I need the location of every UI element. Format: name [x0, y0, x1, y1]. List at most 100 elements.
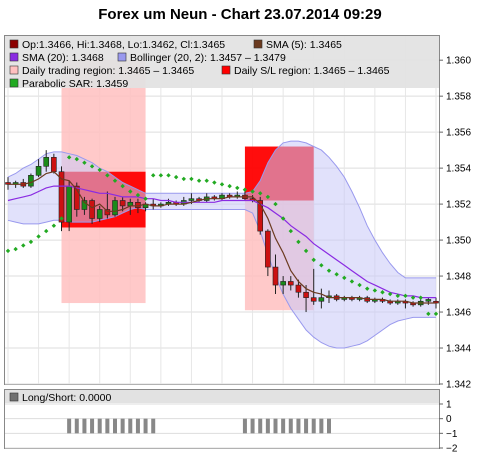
longshort-bar: [250, 418, 255, 434]
sar-point: [357, 282, 362, 288]
sar-point: [13, 246, 18, 252]
legend-label-sma20: SMA (20): 1.3468: [22, 52, 104, 64]
candle-body: [280, 281, 286, 286]
longshort-bar: [242, 418, 247, 434]
sar-point: [296, 239, 301, 245]
bollinger-upper-line: [7, 140, 436, 279]
longshort-legend-box: [5, 390, 439, 403]
sar-point: [219, 182, 225, 187]
candle-body: [265, 230, 271, 268]
candle-body: [303, 291, 309, 298]
candle: [104, 191, 111, 219]
candle: [28, 173, 34, 188]
sar-point: [349, 279, 355, 284]
sar-point: [280, 216, 286, 221]
candles-layer: [5, 150, 439, 313]
sar-point: [151, 173, 156, 178]
sar-point: [365, 286, 370, 291]
sub-y-tick-label: −2: [446, 444, 458, 455]
sar-point: [380, 290, 385, 295]
candle-body: [51, 157, 57, 173]
sar-point: [51, 223, 57, 228]
longshort-bar: [135, 418, 140, 434]
sma20-line: [7, 185, 436, 299]
candle-body: [295, 284, 302, 293]
sar-point: [59, 216, 64, 221]
lines-layer: [7, 171, 436, 304]
sar-point: [21, 243, 26, 248]
legend: Op:1.3466, Hi:1.3468, Lo:1.3462, Cl:1.34…: [9, 39, 390, 90]
sar-point: [120, 183, 125, 189]
candle-body: [43, 157, 50, 167]
sar-point: [89, 164, 95, 169]
sar-point: [265, 194, 271, 200]
sar-point: [426, 311, 431, 317]
y-tick-label: 1.354: [446, 164, 471, 175]
sar-point: [189, 176, 194, 182]
candle: [295, 279, 302, 298]
y-tick-label: 1.360: [446, 56, 471, 67]
candle-body: [58, 171, 65, 223]
legend-swatch-bollinger: [117, 52, 127, 62]
longshort-bar: [143, 418, 148, 434]
y-tick-label: 1.344: [446, 344, 471, 355]
sar-point: [326, 268, 332, 273]
longshort-bar: [319, 418, 324, 434]
legend-label-sma5: SMA (5): 1.3465: [266, 39, 342, 51]
candle: [310, 268, 317, 305]
sar-point: [410, 295, 416, 300]
longshort-bar: [74, 418, 79, 434]
candle-body: [112, 200, 118, 216]
longshort-bar: [105, 418, 110, 434]
candle: [280, 276, 286, 295]
candle-body: [272, 266, 279, 286]
candle: [303, 285, 309, 313]
sar-point: [166, 173, 171, 178]
sar-point: [212, 180, 217, 185]
candle-body: [310, 297, 317, 302]
candle-body: [425, 299, 432, 302]
longshort-bars: [67, 418, 331, 434]
longshort-bar: [288, 418, 293, 434]
candle-body: [318, 297, 325, 302]
legend-label-trading-region: Daily trading region: 1.3465 – 1.3465: [22, 65, 194, 77]
sar-point: [196, 178, 202, 183]
candle-body: [104, 209, 111, 216]
sma5-line: [8, 171, 436, 304]
sar-layer: [5, 155, 439, 317]
candle-body: [257, 200, 264, 232]
candle: [112, 196, 118, 217]
legend-swatch-sl-region: [221, 65, 231, 75]
legend-label-ohlc: Op:1.3466, Hi:1.3468, Lo:1.3462, Cl:1.34…: [22, 39, 225, 51]
sar-point: [342, 275, 347, 281]
longshort-bar: [128, 418, 133, 434]
sar-point: [395, 293, 400, 299]
y-tick-label: 1.352: [446, 200, 471, 211]
candle-body: [188, 198, 195, 201]
longshort-bar: [327, 418, 331, 434]
longshort-bar: [281, 418, 286, 434]
candle: [257, 196, 264, 235]
sar-point: [44, 228, 49, 234]
sar-point: [418, 295, 423, 300]
sar-point: [303, 248, 309, 254]
main-y-axis: 1.342 1.344 1.346 1.348 1.350 1.352 1.354 1.356…: [439, 56, 471, 391]
sar-point: [128, 189, 133, 194]
longshort-bar: [67, 418, 72, 434]
candle: [81, 196, 88, 215]
longshort-legend-swatch: [9, 392, 19, 402]
longshort-bar: [151, 418, 156, 434]
candle-body: [81, 200, 88, 210]
sar-point: [82, 160, 87, 165]
candle-body: [66, 185, 72, 223]
sub-y-tick-label: 0: [446, 414, 452, 425]
chart-title: Forex um Neun - Chart 23.07.2014 09:29: [98, 6, 381, 23]
candle: [96, 205, 103, 223]
y-tick-label: 1.358: [446, 92, 471, 103]
bollinger-lower-line: [7, 207, 436, 349]
legend-swatch-sma5: [253, 39, 263, 49]
legend-swatch-sma20: [9, 52, 19, 62]
sar-point: [387, 291, 393, 297]
